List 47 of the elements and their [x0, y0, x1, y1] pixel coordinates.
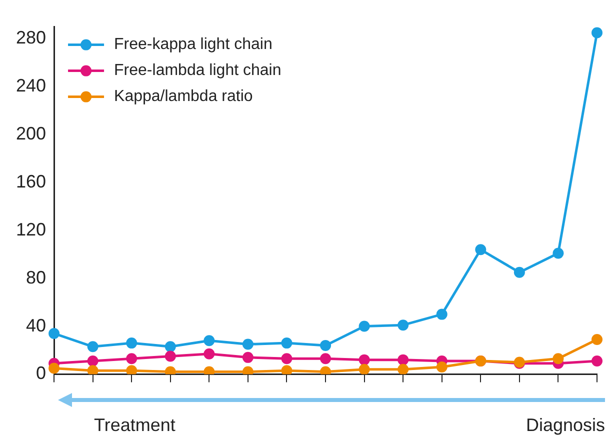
point [126, 353, 138, 364]
point [204, 335, 215, 346]
point [281, 365, 292, 374]
point [48, 362, 60, 374]
point [592, 27, 602, 38]
point [87, 365, 98, 374]
legend-label: Free-lambda light chain [114, 62, 282, 80]
point [164, 350, 176, 362]
point [48, 328, 60, 339]
y-tick-label: 80 [26, 267, 46, 288]
point [126, 365, 138, 374]
point [320, 340, 332, 351]
y-tick-label: 240 [16, 76, 46, 96]
point [398, 354, 409, 366]
point [358, 320, 370, 332]
legend-label: Kappa/lambda ratio [114, 88, 253, 106]
legend-label: Free-kappa light chain [114, 36, 272, 54]
point [436, 308, 448, 320]
y-tick-label: 200 [16, 124, 46, 144]
point [242, 352, 254, 363]
point [358, 364, 370, 374]
point [320, 353, 332, 364]
y-tick-label: 280 [16, 28, 46, 48]
point [398, 320, 409, 331]
y-tick-label: 0 [36, 363, 46, 384]
text: Diagnosis [526, 415, 605, 436]
point [552, 353, 564, 364]
point [514, 266, 525, 278]
point [281, 338, 292, 349]
point [436, 362, 448, 373]
y-tick-label: 160 [16, 172, 46, 192]
point [281, 353, 292, 364]
point [358, 354, 370, 366]
point [398, 364, 409, 374]
point [87, 356, 98, 367]
point [87, 341, 98, 352]
point [204, 348, 215, 360]
text: Treatment [94, 415, 176, 436]
y-tick-label: 40 [26, 315, 46, 336]
point [592, 334, 602, 345]
y-tick-label: 120 [16, 219, 46, 240]
point [552, 248, 564, 259]
point [164, 341, 176, 352]
point [475, 244, 486, 256]
point [592, 356, 602, 367]
point [126, 338, 138, 349]
point [242, 338, 254, 350]
